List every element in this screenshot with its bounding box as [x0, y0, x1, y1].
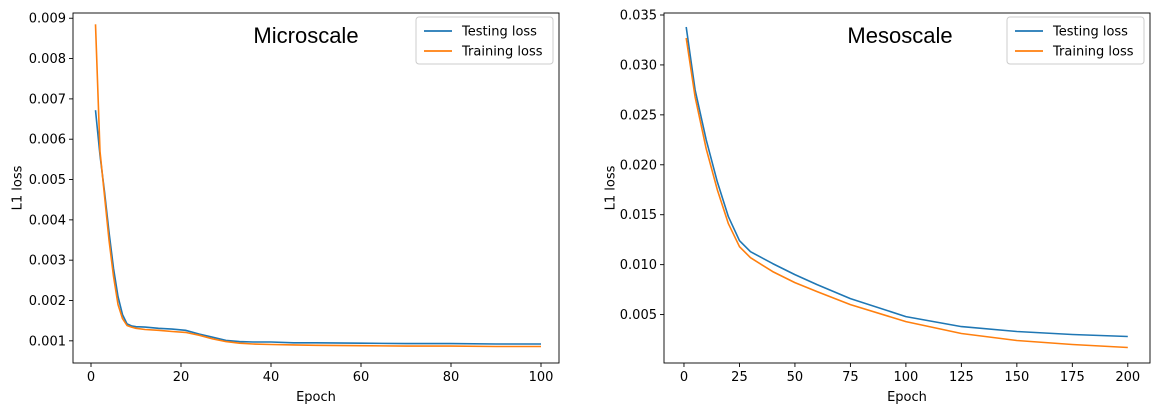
- series-line: [94, 110, 541, 345]
- x-tick-label: 50: [787, 370, 804, 385]
- plot-frame: [663, 12, 1151, 364]
- legend-entry: Testing loss: [461, 25, 537, 40]
- y-tick-label: 0.005: [29, 173, 66, 188]
- x-tick-label: 150: [1004, 370, 1029, 385]
- y-tick-label: 0.009: [29, 12, 66, 27]
- x-tick-label: 20: [173, 370, 190, 385]
- x-tick-label: 40: [263, 370, 280, 385]
- series-line: [94, 24, 541, 348]
- x-tick-label: 0: [680, 370, 688, 385]
- y-tick-label: 0.008: [29, 52, 66, 67]
- x-tick-label: 80: [443, 370, 460, 385]
- legend: Testing loss Training loss: [415, 16, 554, 65]
- chart-title: Mesoscale: [847, 23, 952, 48]
- y-tick-label: 0.005: [620, 308, 657, 323]
- series-line: [685, 26, 1128, 338]
- x-tick-label: 25: [731, 370, 748, 385]
- y-tick-label: 0.020: [620, 158, 657, 173]
- legend-entry: Training loss: [1052, 45, 1134, 60]
- series-line: [685, 37, 1128, 349]
- y-tick-label: 0.007: [29, 92, 66, 107]
- legend-entry: Training loss: [461, 45, 543, 60]
- x-tick-label: 100: [529, 370, 554, 385]
- y-tick-label: 0.015: [620, 208, 657, 223]
- y-axis-label: L1 loss: [604, 165, 619, 210]
- x-axis-label: Epoch: [887, 390, 927, 405]
- legend-entry: Testing loss: [1052, 25, 1128, 40]
- x-tick-label: 175: [1060, 370, 1085, 385]
- y-tick-label: 0.003: [29, 254, 66, 269]
- y-tick-label: 0.030: [620, 58, 657, 73]
- legend: Testing loss Training loss: [1006, 16, 1145, 65]
- y-tick-label: 0.002: [29, 294, 66, 309]
- x-tick-label: 200: [1115, 370, 1140, 385]
- y-tick-label: 0.004: [29, 213, 66, 228]
- legend-box: [1006, 16, 1145, 65]
- x-tick-label: 125: [949, 370, 974, 385]
- x-tick-label: 0: [87, 370, 95, 385]
- chart-panel: 0 25 50 75 100 125 150 175 200 0.005 0.010 0.015 0.0…: [604, 8, 1151, 405]
- chart-title: Microscale: [253, 23, 358, 48]
- y-tick-label: 0.010: [620, 258, 657, 273]
- chart-panel: 0 20 40 60 80 100 0.001 0.002 0.003 0.004 0.005 0.0…: [11, 12, 560, 405]
- x-tick-label: 75: [842, 370, 859, 385]
- plot-frame: [72, 12, 560, 364]
- x-axis-label: Epoch: [296, 390, 336, 405]
- y-axis-label: L1 loss: [11, 165, 26, 210]
- x-tick-label: 60: [353, 370, 370, 385]
- x-tick-label: 100: [893, 370, 918, 385]
- y-tick-label: 0.006: [29, 133, 66, 148]
- y-tick-label: 0.035: [620, 8, 657, 23]
- legend-box: [415, 16, 554, 65]
- y-tick-label: 0.001: [29, 334, 66, 349]
- y-tick-label: 0.025: [620, 108, 657, 123]
